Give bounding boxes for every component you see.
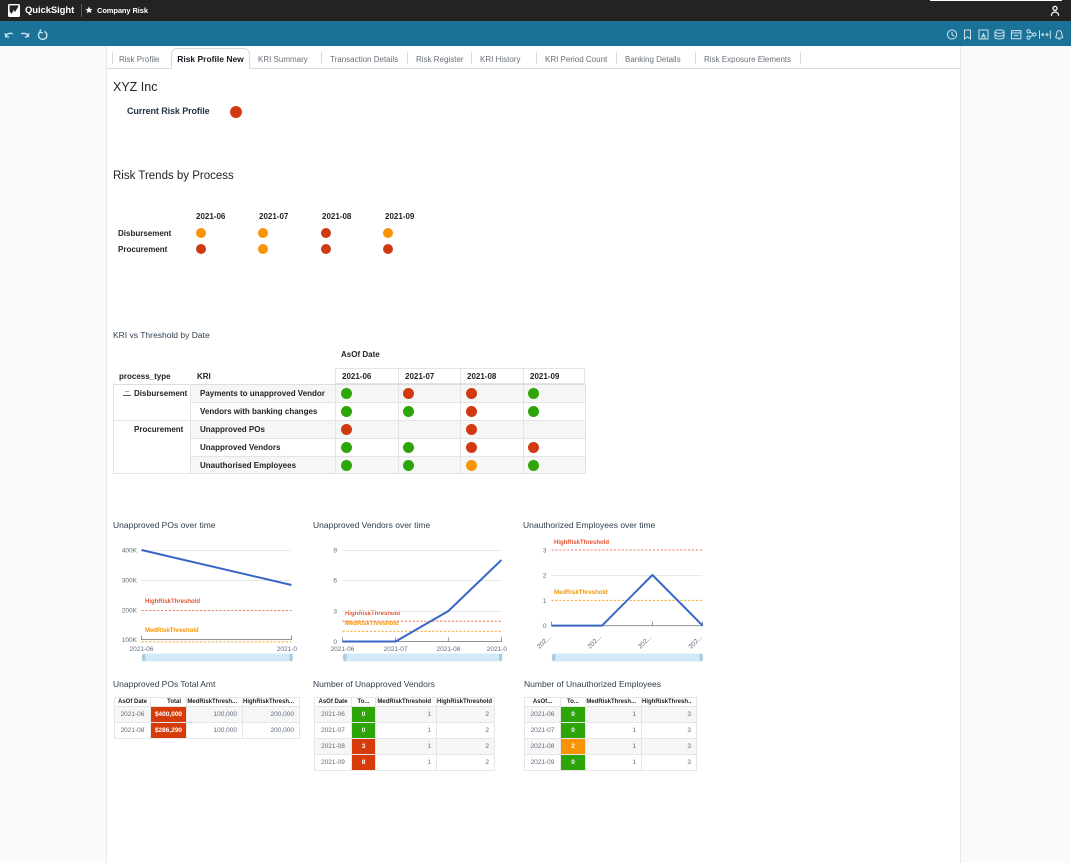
svg-text:2: 2 [543, 573, 547, 580]
svg-text:2021-06: 2021-06 [331, 646, 355, 653]
svg-text:0: 0 [543, 623, 547, 630]
svg-text:202...: 202... [536, 634, 553, 651]
svg-text:202...: 202... [637, 634, 654, 651]
svg-text:6: 6 [333, 578, 337, 585]
svg-text:1: 1 [543, 598, 547, 605]
svg-text:100K: 100K [122, 637, 138, 644]
svg-text:2021-0: 2021-0 [487, 646, 508, 653]
svg-text:2021-0: 2021-0 [277, 646, 298, 653]
svg-text:400K: 400K [122, 548, 138, 555]
svg-text:9: 9 [333, 548, 337, 555]
svg-text:2021-07: 2021-07 [384, 646, 408, 653]
svg-text:202...: 202... [586, 634, 603, 651]
svg-text:200K: 200K [122, 608, 138, 615]
svg-text:0: 0 [333, 639, 337, 646]
svg-text:300K: 300K [122, 578, 138, 585]
svg-text:2021-06: 2021-06 [130, 646, 154, 653]
svg-text:3: 3 [543, 548, 547, 555]
svg-text:202...: 202... [687, 634, 704, 651]
svg-text:2021-08: 2021-08 [436, 646, 460, 653]
svg-text:3: 3 [333, 609, 337, 616]
